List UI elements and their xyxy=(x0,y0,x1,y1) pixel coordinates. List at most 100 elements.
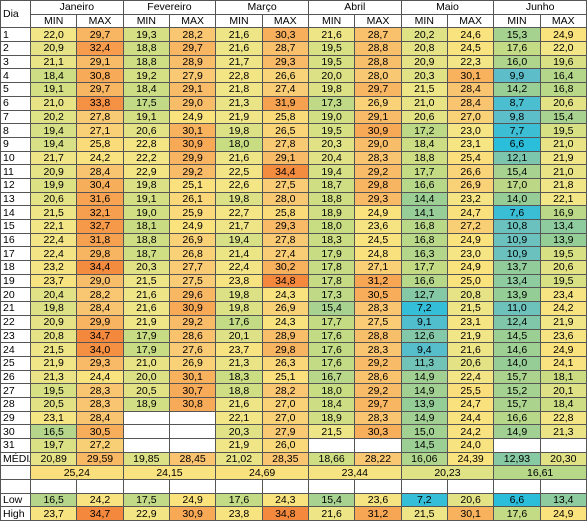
temperature-cell: 24,2 xyxy=(446,424,495,439)
temperature-cell: 29,7 xyxy=(76,27,124,43)
temperature-cell: 8,7 xyxy=(493,95,541,111)
temperature-cell: 16,9 xyxy=(539,205,587,220)
temperature-cell: 27,1 xyxy=(354,260,402,275)
temperature-cell: 25,1 xyxy=(261,369,309,385)
day-number: 8 xyxy=(0,123,31,138)
temperature-cell: 22,8 xyxy=(539,410,587,426)
month-header: Janeiro xyxy=(30,0,124,15)
temperature-cell: 29,8 xyxy=(76,246,124,262)
temperature-cell: 28,9 xyxy=(261,328,309,344)
temperature-cell: 22,5 xyxy=(215,164,263,179)
temperature-cell: 19,4 xyxy=(307,164,356,179)
day-number: 9 xyxy=(0,136,31,152)
temperature-cell: 34,8 xyxy=(261,273,309,289)
mean-cell: 16,06 xyxy=(400,451,448,467)
temperature-cell: 24,9 xyxy=(446,260,495,275)
header-row: Dia Janeiro Fevereiro Março Abril Maio Junho xyxy=(0,0,587,29)
temperature-cell: 19,5 xyxy=(539,246,587,262)
temperature-cell: 24,9 xyxy=(539,342,587,357)
temperature-cell: 27,8 xyxy=(76,109,124,125)
low-cell: 15,4 xyxy=(307,492,356,508)
temperature-cell: 28,7 xyxy=(354,27,402,43)
temperature-cell: 20,9 xyxy=(29,314,78,330)
temperature-cell: 22,1 xyxy=(215,410,263,426)
day-row: 3 21,1 29,1 18,8 28,9 21,7 29,3 19,5 28,8 20,9 22,… xyxy=(0,54,587,70)
temperature-cell: 21,3 xyxy=(539,424,587,439)
min-header: MIN xyxy=(29,13,78,29)
mean-cell: 28,45 xyxy=(168,451,217,467)
temperature-cell: 7,7 xyxy=(493,123,541,138)
blank xyxy=(29,479,78,494)
temperature-cell: 19,1 xyxy=(122,109,170,125)
mean-cell: 29,59 xyxy=(76,451,124,467)
temperature-cell: 13,4 xyxy=(539,219,587,234)
temperature-cell: 14,9 xyxy=(400,410,448,426)
temperature-cell: 25,1 xyxy=(168,177,217,193)
temperature-cell: 20,9 xyxy=(400,54,448,70)
day-row: 6 21,0 33,8 17,5 29,0 21,3 31,9 17,3 26,9 21,0 28,… xyxy=(0,95,587,111)
temperature-cell: 20,6 xyxy=(122,123,170,138)
mean-cell: 28,22 xyxy=(354,451,402,467)
temperature-cell xyxy=(354,438,402,453)
temperature-cell: 28,7 xyxy=(261,41,309,56)
day-row: 28 20,5 28,3 18,9 30,8 21,6 27,0 18,4 29,7 13,9 24… xyxy=(0,396,587,412)
temperature-cell: 24,5 xyxy=(446,41,495,56)
temperature-cell: 26,0 xyxy=(261,438,309,453)
temperature-cell: 21,9 xyxy=(539,314,587,330)
temperature-cell: 6,6 xyxy=(493,136,541,152)
temperature-cell: 19,8 xyxy=(215,191,263,207)
day-number: 18 xyxy=(0,260,31,275)
low-cell: 7,2 xyxy=(400,492,448,508)
temperature-cell: 23,6 xyxy=(539,328,587,344)
temperature-cell: 28,6 xyxy=(354,369,402,385)
temperature-cell: 17,6 xyxy=(307,342,356,357)
day-row: 29 23,1 28,4 22,1 27,0 18,9 28,3 14,9 24,4 16,6 22… xyxy=(0,410,587,426)
day-row: 18 23,2 34,4 20,3 27,7 22,4 30,2 17,8 27,1 17,7 24… xyxy=(0,260,587,275)
temperature-cell: 20,3 xyxy=(400,68,448,84)
temperature-cell: 30,1 xyxy=(446,68,495,84)
temperature-cell: 16,6 xyxy=(493,410,541,426)
temperature-cell: 31,6 xyxy=(76,191,124,207)
temperature-cell: 29,2 xyxy=(168,314,217,330)
temperature-cell: 19,8 xyxy=(29,301,78,316)
month-header: Maio xyxy=(400,0,495,15)
temperature-cell: 21,0 xyxy=(29,95,78,111)
temperature-cell: 24,9 xyxy=(539,27,587,43)
min-header: MIN xyxy=(400,13,448,29)
high-cell: 31,2 xyxy=(354,506,402,522)
month-header: Junho xyxy=(493,0,587,15)
temperature-cell: 20,4 xyxy=(307,150,356,166)
day-row: 5 19,1 29,7 18,4 29,1 21,8 27,4 19,8 29,7 21,5 28,… xyxy=(0,82,587,97)
max-header: MAX xyxy=(261,13,309,29)
temperature-cell: 18,4 xyxy=(539,396,587,412)
high-cell: 23,8 xyxy=(215,506,263,522)
temperature-cell: 25,8 xyxy=(261,205,309,220)
temperature-cell: 30,9 xyxy=(354,123,402,138)
temperature-cell: 20,6 xyxy=(29,191,78,207)
temperature-cell: 25,8 xyxy=(261,109,309,125)
temperature-cell: 27,0 xyxy=(446,109,495,125)
temperature-cell: 20,6 xyxy=(539,95,587,111)
temperature-cell: 26,9 xyxy=(261,301,309,316)
temperature-cell: 21,9 xyxy=(539,150,587,166)
high-cell: 34,8 xyxy=(261,506,309,522)
temperature-cell: 29,7 xyxy=(76,82,124,97)
temperature-cell: 24,9 xyxy=(354,205,402,220)
temperature-cell: 14,5 xyxy=(493,328,541,344)
temperature-cell: 10,8 xyxy=(493,219,541,234)
day-number: 11 xyxy=(0,164,31,179)
high-cell: 30,9 xyxy=(168,506,217,522)
temperature-cell: 10,9 xyxy=(493,232,541,248)
temperature-cell: 15,7 xyxy=(493,396,541,412)
temperature-cell: 29,7 xyxy=(168,41,217,56)
temperature-cell: 20,9 xyxy=(29,41,78,56)
temperature-cell: 28,4 xyxy=(76,410,124,426)
temperature-cell: 27,8 xyxy=(261,136,309,152)
temperature-cell: 21,9 xyxy=(29,355,78,371)
temperature-cell: 29,9 xyxy=(76,314,124,330)
day-row: 20 20,4 28,2 21,6 29,6 19,8 24,3 17,3 30,5 12,7 20… xyxy=(0,287,587,303)
temperature-cell: 29,1 xyxy=(76,54,124,70)
month-header: Abril xyxy=(307,0,402,15)
temperature-cell: 21,9 xyxy=(215,438,263,453)
temperature-cell: 26,9 xyxy=(168,232,217,248)
